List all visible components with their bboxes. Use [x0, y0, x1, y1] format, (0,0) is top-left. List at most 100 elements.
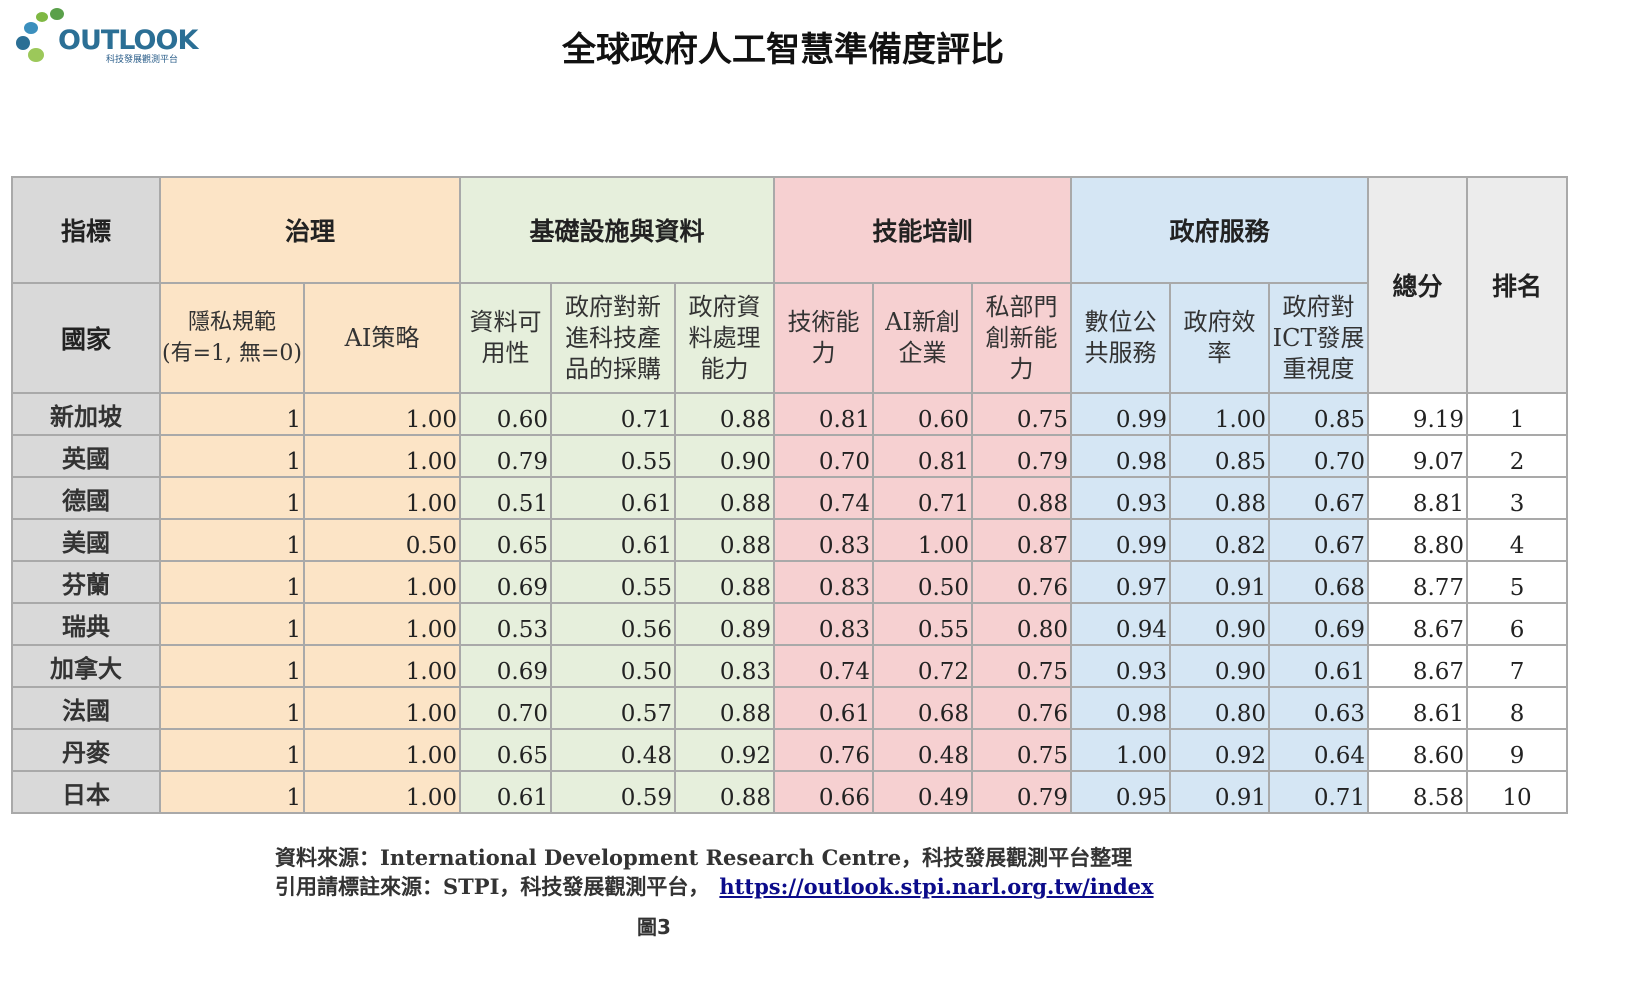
- score-cell: 0.50: [872, 560, 974, 604]
- score-cell: 1: [159, 686, 305, 730]
- country-cell: 瑞典: [11, 602, 161, 646]
- indicator-header: 指標: [11, 176, 161, 284]
- score-cell: 0.55: [550, 434, 677, 478]
- score-cell: 0.81: [872, 434, 974, 478]
- rank-header: 排名: [1466, 176, 1569, 394]
- rank-cell: 2: [1466, 434, 1569, 478]
- score-cell: 0.71: [550, 392, 677, 436]
- score-cell: 0.69: [1268, 602, 1370, 646]
- score-cell: 0.90: [1169, 644, 1271, 688]
- logo-wordmark: OUTLOOK: [58, 25, 198, 56]
- score-cell: 0.80: [1169, 686, 1271, 730]
- page-title: 全球政府人工智慧準備度評比: [562, 30, 1004, 70]
- score-cell: 0.85: [1169, 434, 1271, 478]
- score-cell: 0.61: [1268, 644, 1370, 688]
- score-cell: 0.75: [971, 644, 1073, 688]
- table-row: 瑞典 1 1.00 0.53 0.56 0.89 0.83 0.55 0.80 0.94 0.90 0…: [11, 602, 1569, 646]
- score-cell: 0.60: [459, 392, 553, 436]
- rank-cell: 1: [1466, 392, 1569, 436]
- logo-dot: [16, 36, 30, 50]
- score-cell: 0.56: [550, 602, 677, 646]
- score-cell: 0.88: [674, 770, 776, 814]
- source-line: 資料來源：International Development Research …: [275, 845, 1133, 870]
- score-cell: 0.98: [1070, 686, 1172, 730]
- score-cell: 0.67: [1268, 476, 1370, 520]
- score-cell: 0.97: [1070, 560, 1172, 604]
- score-cell: 0.90: [674, 434, 776, 478]
- score-cell: 0.55: [872, 602, 974, 646]
- group-header-infrastructure: 基礎設施與資料: [459, 176, 776, 284]
- score-cell: 0.92: [1169, 728, 1271, 772]
- score-cell: 0.57: [550, 686, 677, 730]
- score-cell: 1: [159, 560, 305, 604]
- score-cell: 0.83: [674, 644, 776, 688]
- total-cell: 8.67: [1367, 602, 1469, 646]
- logo-dot: [50, 8, 64, 20]
- score-cell: 1: [159, 518, 305, 562]
- country-cell: 英國: [11, 434, 161, 478]
- score-cell: 1.00: [1070, 728, 1172, 772]
- total-header: 總分: [1367, 176, 1469, 394]
- score-cell: 0.94: [1070, 602, 1172, 646]
- rank-cell: 10: [1466, 770, 1569, 814]
- citation-link[interactable]: https://outlook.stpi.narl.org.tw/index: [719, 874, 1154, 899]
- score-cell: 0.81: [773, 392, 875, 436]
- score-cell: 0.85: [1268, 392, 1370, 436]
- group-header-services: 政府服務: [1070, 176, 1370, 284]
- score-cell: 0.83: [773, 602, 875, 646]
- logo-dot: [36, 12, 48, 22]
- citation-line: 引用請標註來源：STPI，科技發展觀測平台， https://outlook.st…: [275, 872, 1154, 901]
- total-cell: 8.58: [1367, 770, 1469, 814]
- score-cell: 0.70: [1268, 434, 1370, 478]
- score-cell: 0.61: [550, 518, 677, 562]
- score-cell: 0.51: [459, 476, 553, 520]
- score-cell: 0.50: [302, 518, 462, 562]
- score-cell: 0.65: [459, 518, 553, 562]
- score-cell: 0.79: [971, 434, 1073, 478]
- logo-dot: [28, 48, 44, 62]
- score-cell: 0.79: [459, 434, 553, 478]
- score-cell: 0.98: [1070, 434, 1172, 478]
- logo-subtitle: 科技發展觀測平台: [106, 55, 179, 65]
- score-cell: 0.99: [1070, 392, 1172, 436]
- score-cell: 0.76: [971, 560, 1073, 604]
- rank-cell: 9: [1466, 728, 1569, 772]
- score-cell: 0.74: [773, 476, 875, 520]
- score-cell: 1: [159, 602, 305, 646]
- country-cell: 丹麥: [11, 728, 161, 772]
- table-row: 丹麥 1 1.00 0.65 0.48 0.92 0.76 0.48 0.75 1.00 0.92 0…: [11, 728, 1569, 772]
- score-cell: 0.69: [459, 644, 553, 688]
- score-cell: 0.63: [1268, 686, 1370, 730]
- score-cell: 0.90: [1169, 602, 1271, 646]
- citation-prefix: 引用請標註來源：STPI，科技發展觀測平台，: [275, 874, 710, 899]
- country-cell: 法國: [11, 686, 161, 730]
- score-cell: 1: [159, 770, 305, 814]
- column-header: AI新創 企業: [872, 282, 974, 394]
- country-cell: 德國: [11, 476, 161, 520]
- column-header: 政府對 ICT發展 重視度: [1268, 282, 1370, 394]
- score-cell: 0.66: [773, 770, 875, 814]
- table-row: 加拿大 1 1.00 0.69 0.50 0.83 0.74 0.72 0.75 0.93 0.90…: [11, 644, 1569, 688]
- column-header: 數位公 共服務: [1070, 282, 1172, 394]
- score-cell: 0.74: [773, 644, 875, 688]
- score-cell: 1.00: [302, 602, 462, 646]
- score-cell: 0.61: [550, 476, 677, 520]
- score-cell: 0.91: [1169, 770, 1271, 814]
- figure-label: 圖3: [637, 915, 671, 939]
- total-cell: 8.60: [1367, 728, 1469, 772]
- score-cell: 1.00: [1169, 392, 1271, 436]
- table-row: 新加坡 1 1.00 0.60 0.71 0.88 0.81 0.60 0.75 0.99 1.00…: [11, 392, 1569, 436]
- score-cell: 0.88: [674, 392, 776, 436]
- score-cell: 1: [159, 644, 305, 688]
- score-cell: 0.61: [459, 770, 553, 814]
- score-cell: 0.48: [550, 728, 677, 772]
- score-cell: 0.93: [1070, 644, 1172, 688]
- score-cell: 0.70: [773, 434, 875, 478]
- score-cell: 0.68: [1268, 560, 1370, 604]
- score-cell: 0.53: [459, 602, 553, 646]
- score-cell: 0.69: [459, 560, 553, 604]
- rank-cell: 7: [1466, 644, 1569, 688]
- logo-dot: [24, 22, 38, 34]
- total-cell: 8.67: [1367, 644, 1469, 688]
- score-cell: 0.72: [872, 644, 974, 688]
